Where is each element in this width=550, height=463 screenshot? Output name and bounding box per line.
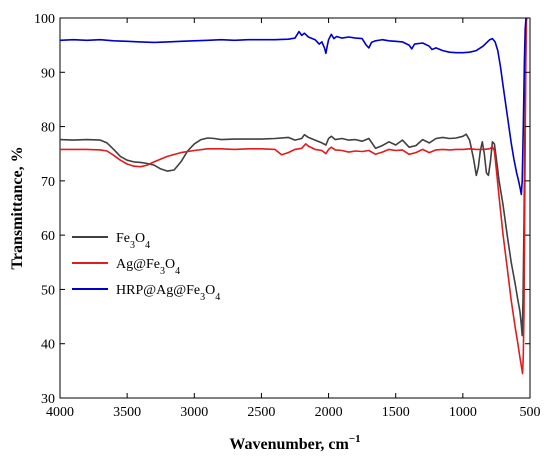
plot-area: [59, 17, 531, 399]
x-tick-label: 4000: [46, 405, 74, 420]
axis-ticks: [59, 17, 531, 399]
y-tick-label: 70: [41, 175, 55, 190]
x-axis-title-main: Wavenumber, cm: [229, 436, 349, 453]
x-axis-title-superscript: −1: [349, 433, 361, 445]
y-tick-label: 90: [41, 66, 55, 81]
series-line-1: [59, 17, 528, 337]
series-line-3: [59, 17, 527, 196]
legend-label-3: HRP@Ag@Fe3O4: [116, 283, 220, 303]
series-lines: [59, 17, 528, 375]
series-line-2: [60, 17, 528, 375]
y-tick-label: 30: [41, 392, 55, 407]
x-tick-label: 3500: [113, 405, 141, 420]
y-tick-label: 100: [34, 12, 55, 27]
x-tick-label: 2000: [315, 405, 343, 420]
x-axis-title: Wavenumber, cm−1: [229, 433, 360, 453]
x-tick-label: 2500: [247, 405, 275, 420]
y-tick-label: 60: [41, 229, 55, 244]
legend-label-1: Fe3O4: [116, 231, 150, 251]
x-tick-label: 1000: [449, 405, 477, 420]
x-tick-label: 1500: [382, 405, 410, 420]
y-tick-label: 50: [41, 283, 55, 298]
x-tick-labels: 4000 3500 3000 2500 2000 1500 1000 500: [46, 405, 541, 420]
y-tick-label: 80: [41, 121, 55, 136]
y-axis-title: Transmittance, %: [9, 146, 26, 269]
legend: Fe3O4 Ag@Fe3O4 HRP@Ag@Fe3O4: [72, 231, 220, 303]
x-tick-label: 3000: [180, 405, 208, 420]
legend-label-2: Ag@Fe3O4: [116, 257, 180, 277]
y-tick-labels: 30 40 50 60 70 80 90 100: [34, 12, 55, 407]
y-tick-label: 40: [41, 338, 55, 353]
x-tick-label: 500: [520, 405, 541, 420]
